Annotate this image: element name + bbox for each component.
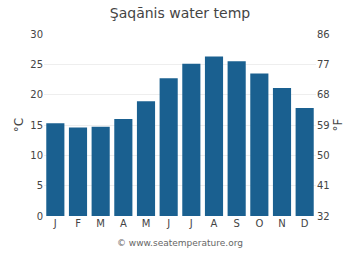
- svg-text:S: S: [233, 218, 239, 229]
- svg-text:°F: °F: [331, 118, 345, 131]
- svg-text:30: 30: [30, 29, 43, 40]
- svg-text:68: 68: [317, 89, 330, 100]
- svg-text:F: F: [75, 218, 81, 229]
- svg-text:86: 86: [317, 29, 330, 40]
- svg-text:77: 77: [317, 59, 330, 70]
- svg-text:© www.seatemperature.org: © www.seatemperature.org: [117, 238, 243, 248]
- svg-text:A: A: [120, 218, 127, 229]
- svg-text:A: A: [211, 218, 218, 229]
- svg-text:15: 15: [30, 120, 43, 131]
- svg-text:5: 5: [37, 180, 43, 191]
- svg-text:Şaqānis water temp: Şaqānis water temp: [110, 5, 251, 21]
- svg-text:M: M: [142, 218, 151, 229]
- svg-text:41: 41: [317, 180, 330, 191]
- svg-text:10: 10: [30, 150, 43, 161]
- svg-text:J: J: [53, 218, 57, 229]
- svg-text:N: N: [278, 218, 285, 229]
- svg-text:J: J: [189, 218, 193, 229]
- svg-text:25: 25: [30, 59, 43, 70]
- svg-text:M: M: [96, 218, 105, 229]
- svg-text:0: 0: [37, 211, 43, 222]
- svg-text:°C: °C: [12, 118, 26, 132]
- svg-text:50: 50: [317, 150, 330, 161]
- svg-text:J: J: [166, 218, 170, 229]
- svg-text:32: 32: [317, 211, 330, 222]
- svg-text:D: D: [301, 218, 309, 229]
- svg-text:20: 20: [30, 89, 43, 100]
- svg-text:59: 59: [317, 120, 330, 131]
- svg-text:O: O: [255, 218, 263, 229]
